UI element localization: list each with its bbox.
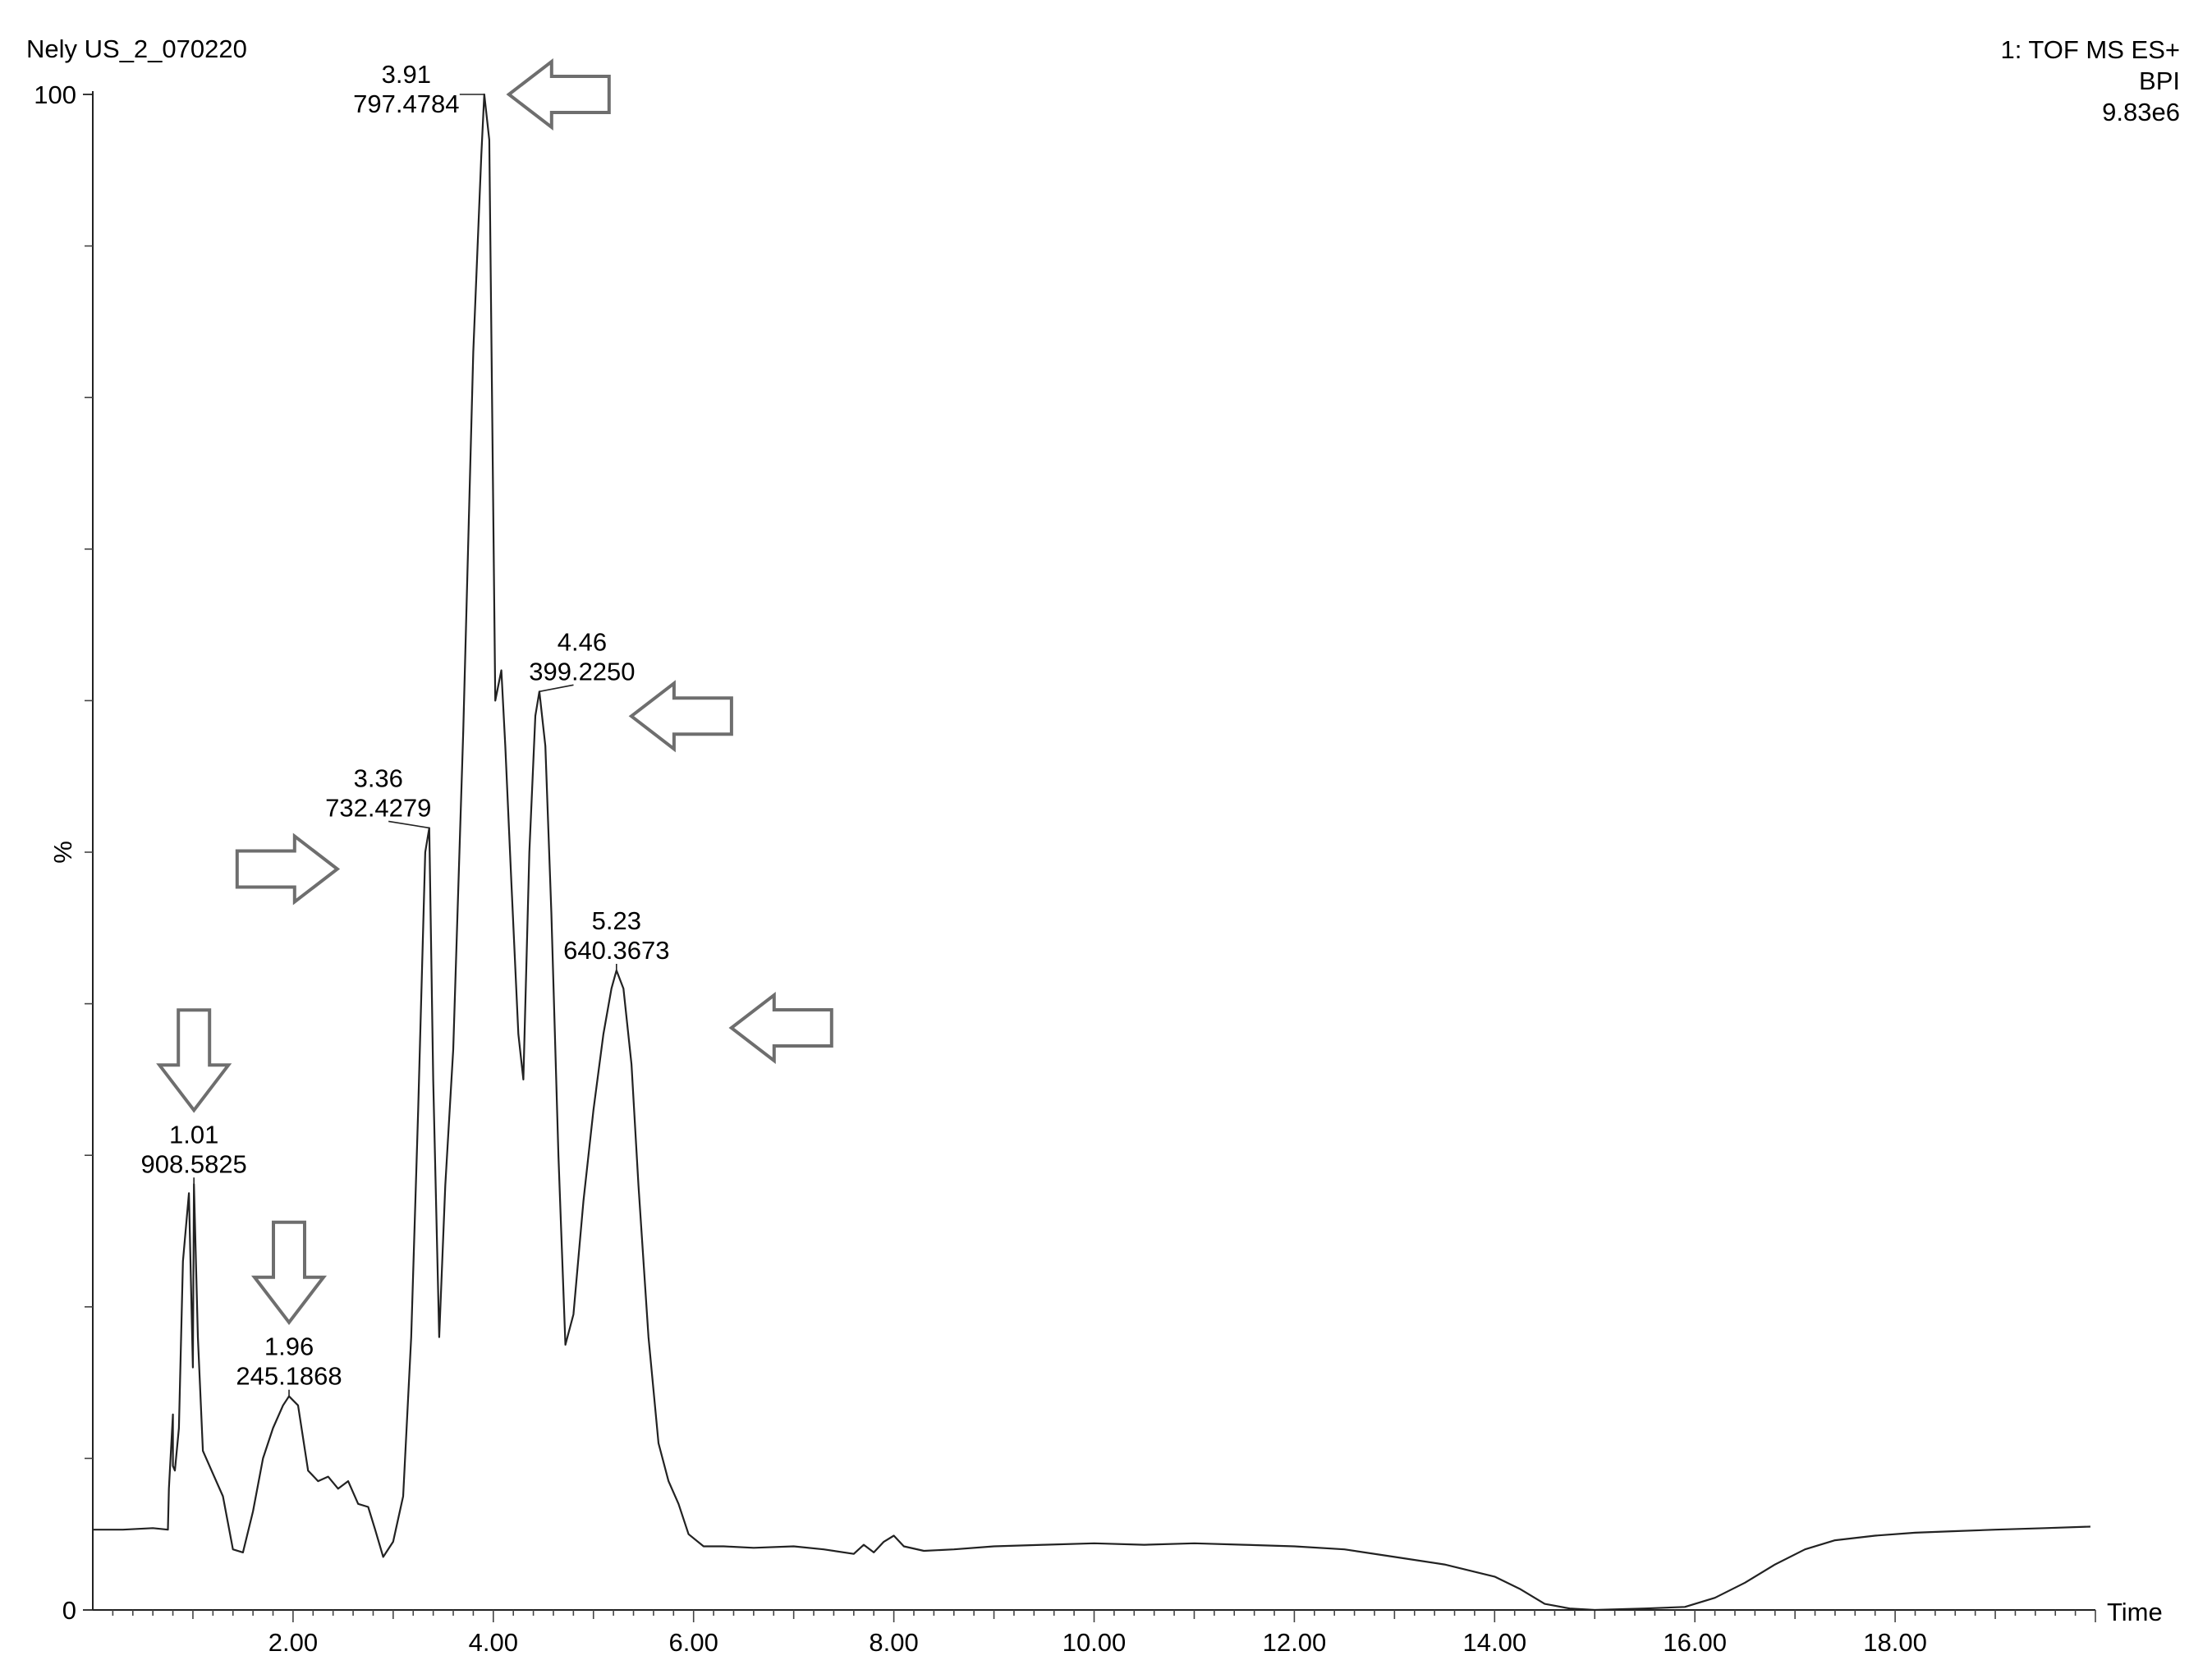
peak-mz-label: 399.2250	[529, 657, 635, 686]
peak-time-label: 5.23	[592, 906, 641, 935]
peak-mz-label: 732.4279	[325, 793, 431, 822]
peak-arrow-down-icon	[250, 1220, 328, 1325]
x-tick-label: 14.00	[1463, 1628, 1527, 1657]
peak-time-label: 1.96	[264, 1332, 314, 1361]
bpi-trace	[93, 93, 2090, 1612]
bpi-series-line	[93, 93, 2090, 1612]
peak-mz-label: 245.1868	[236, 1362, 342, 1391]
x-tick-label: 2.00	[268, 1628, 318, 1657]
y-axis-label: %	[48, 841, 77, 864]
x-tick-label: 18.00	[1863, 1628, 1927, 1657]
function-label: 1: TOF MS ES+	[2000, 35, 2180, 64]
peak-time-label: 3.91	[382, 60, 431, 89]
peak-mz-label: 908.5825	[141, 1149, 247, 1178]
peak-time-label: 1.01	[169, 1120, 218, 1149]
peak-arrow-left-icon	[628, 680, 733, 753]
axes: 2.00 4.00 6.00 8.00 10.00 12.00 14.00 16.00 18.0…	[34, 80, 2162, 1657]
peak-mz-label: 797.4784	[353, 89, 459, 118]
peak-arrow-left-icon	[728, 991, 833, 1065]
x-axis-label: Time	[2107, 1598, 2163, 1626]
scan-function-info: 1: TOF MS ES+ BPI 9.83e6	[2000, 34, 2180, 128]
trace-type-label: BPI	[2139, 67, 2180, 95]
x-tick-label: 16.00	[1663, 1628, 1727, 1657]
peak-arrow-left-icon	[506, 57, 611, 131]
peak-time-label: 4.46	[558, 627, 607, 656]
x-tick-label: 4.00	[469, 1628, 518, 1657]
intensity-label: 9.83e6	[2102, 98, 2180, 126]
x-tick-label: 12.00	[1263, 1628, 1327, 1657]
sample-name: Nely US_2_070220	[26, 34, 247, 63]
x-tick-label: 6.00	[669, 1628, 718, 1657]
x-tick-label: 8.00	[869, 1628, 918, 1657]
peak-mz-label: 640.3673	[563, 936, 669, 965]
peak-arrow-down-icon	[156, 1008, 232, 1113]
y-tick-label: 0	[62, 1596, 76, 1625]
y-tick-label: 100	[34, 80, 76, 109]
peak-arrow-right-icon	[235, 832, 341, 906]
peak-leader-line	[539, 684, 574, 693]
peak-leader-line	[388, 820, 429, 829]
peak-time-label: 3.36	[354, 764, 403, 792]
x-tick-label: 10.00	[1062, 1628, 1127, 1657]
